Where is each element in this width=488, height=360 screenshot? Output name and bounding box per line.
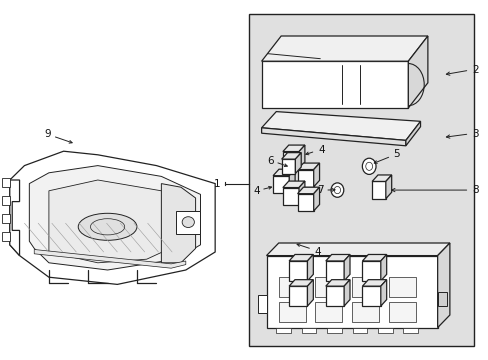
- Polygon shape: [362, 261, 380, 281]
- Polygon shape: [161, 184, 195, 263]
- Polygon shape: [266, 243, 449, 256]
- Polygon shape: [49, 180, 185, 263]
- Bar: [315, 302, 342, 322]
- Polygon shape: [313, 163, 319, 187]
- Bar: [351, 302, 378, 322]
- Bar: [278, 302, 305, 322]
- Bar: [257, 295, 266, 313]
- Text: 4: 4: [253, 186, 260, 196]
- Polygon shape: [325, 280, 349, 286]
- Text: 3: 3: [471, 129, 478, 139]
- Polygon shape: [288, 280, 313, 286]
- Polygon shape: [380, 280, 386, 306]
- Bar: [437, 292, 447, 306]
- Polygon shape: [272, 176, 288, 193]
- Polygon shape: [325, 261, 344, 281]
- Bar: [249, 14, 473, 346]
- Polygon shape: [261, 112, 420, 140]
- Polygon shape: [261, 36, 427, 61]
- Polygon shape: [362, 255, 386, 261]
- Polygon shape: [407, 36, 427, 108]
- Polygon shape: [288, 169, 294, 193]
- Polygon shape: [34, 249, 185, 268]
- Bar: [315, 277, 342, 297]
- Polygon shape: [344, 280, 349, 306]
- Ellipse shape: [78, 213, 137, 240]
- Polygon shape: [325, 255, 349, 261]
- Bar: [276, 328, 290, 333]
- Polygon shape: [297, 194, 313, 211]
- Polygon shape: [298, 145, 305, 169]
- Polygon shape: [362, 286, 380, 306]
- Bar: [326, 328, 341, 333]
- Polygon shape: [288, 286, 307, 306]
- Polygon shape: [29, 166, 200, 270]
- Text: 4: 4: [318, 145, 325, 156]
- Text: 4: 4: [314, 247, 321, 257]
- Polygon shape: [297, 187, 319, 194]
- Polygon shape: [282, 181, 305, 188]
- Polygon shape: [385, 175, 391, 199]
- Bar: [2, 178, 10, 187]
- Polygon shape: [307, 255, 313, 281]
- Polygon shape: [371, 175, 391, 181]
- Polygon shape: [282, 188, 298, 205]
- Polygon shape: [281, 159, 295, 174]
- Polygon shape: [325, 286, 344, 306]
- Ellipse shape: [182, 217, 194, 228]
- Polygon shape: [298, 181, 305, 205]
- Polygon shape: [297, 163, 319, 170]
- Ellipse shape: [362, 158, 375, 174]
- Polygon shape: [380, 255, 386, 281]
- Text: 8: 8: [471, 185, 478, 195]
- Text: 5: 5: [392, 149, 399, 159]
- Bar: [176, 211, 200, 234]
- Polygon shape: [282, 145, 305, 152]
- Polygon shape: [282, 152, 298, 169]
- Text: 6: 6: [266, 156, 273, 166]
- Polygon shape: [313, 187, 319, 211]
- Bar: [2, 196, 10, 205]
- Text: 9: 9: [44, 129, 51, 139]
- Polygon shape: [295, 153, 301, 174]
- Bar: [377, 328, 392, 333]
- Bar: [351, 277, 378, 297]
- Polygon shape: [297, 170, 313, 187]
- Polygon shape: [344, 255, 349, 281]
- Polygon shape: [10, 151, 215, 284]
- Polygon shape: [288, 261, 307, 281]
- Polygon shape: [405, 121, 420, 146]
- Polygon shape: [266, 256, 437, 328]
- Text: 2: 2: [471, 65, 478, 75]
- Polygon shape: [371, 181, 385, 199]
- Polygon shape: [261, 128, 405, 146]
- Polygon shape: [437, 243, 449, 328]
- Bar: [388, 277, 415, 297]
- Polygon shape: [272, 169, 294, 176]
- Bar: [301, 328, 316, 333]
- Polygon shape: [261, 61, 407, 108]
- Polygon shape: [288, 255, 313, 261]
- Polygon shape: [362, 280, 386, 286]
- Polygon shape: [10, 180, 20, 256]
- Polygon shape: [281, 153, 301, 159]
- Bar: [278, 277, 305, 297]
- Bar: [352, 328, 366, 333]
- Polygon shape: [307, 280, 313, 306]
- Ellipse shape: [330, 183, 343, 197]
- Bar: [2, 214, 10, 223]
- Bar: [388, 302, 415, 322]
- Text: 1: 1: [214, 179, 221, 189]
- Bar: [403, 328, 417, 333]
- Text: 7: 7: [316, 185, 323, 195]
- Bar: [2, 232, 10, 241]
